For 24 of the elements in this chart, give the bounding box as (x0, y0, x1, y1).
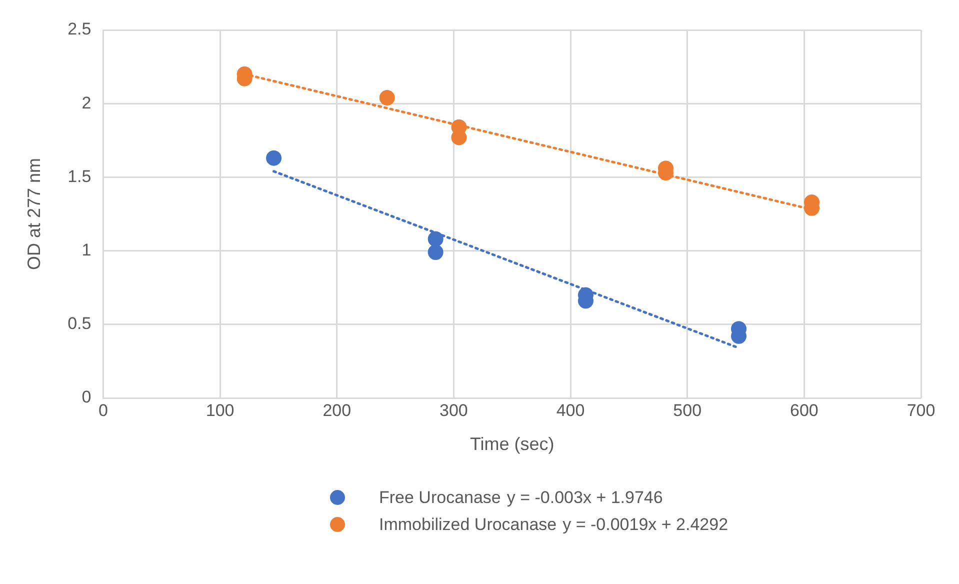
x-tick-label: 500 (673, 400, 702, 420)
x-tick-label: 600 (790, 400, 818, 420)
point (428, 231, 444, 247)
y-tick-label: 2.5 (68, 20, 92, 39)
x-axis-title: Time (sec) (470, 434, 554, 454)
y-tick-label: 1.5 (68, 166, 92, 186)
x-tick-label: 300 (440, 400, 468, 420)
y-tick-label: 0 (82, 388, 92, 407)
y-axis-title: OD at 277 nm (24, 158, 44, 270)
y-tick-label: 2 (82, 93, 92, 112)
point (266, 150, 282, 166)
legend-label: Free Urocanase (379, 488, 501, 508)
x-tick-label: 200 (322, 400, 352, 420)
x-tick-label: 400 (556, 400, 585, 420)
y-tick-label: 1 (82, 240, 92, 260)
x-tick-label: 100 (206, 400, 234, 420)
y-tick-label: 0.5 (68, 314, 92, 334)
x-tick-label: 0 (98, 400, 108, 420)
point (428, 244, 444, 260)
x-tick-label: 700 (906, 400, 936, 420)
legend-label: Immobilized Urocanase (379, 514, 557, 534)
text: y = -0.0019x + 2.4292 (562, 514, 728, 534)
point (379, 90, 395, 106)
text: y = -0.003x + 1.9746 (506, 488, 663, 508)
